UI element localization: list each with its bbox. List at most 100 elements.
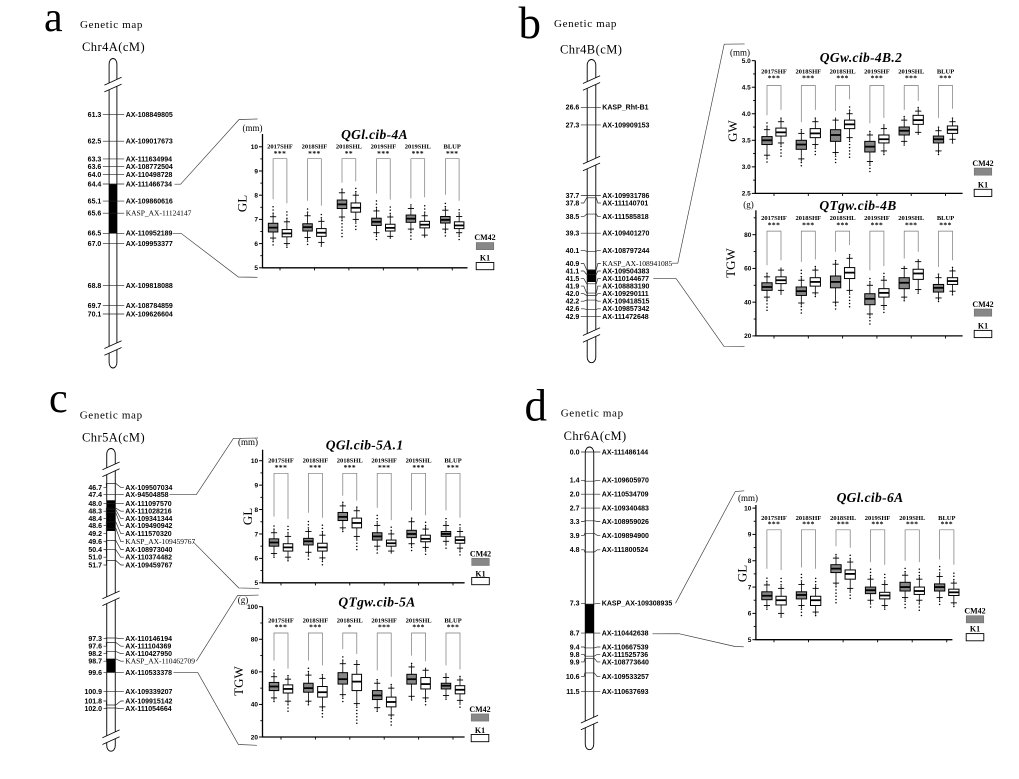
svg-text:2019SHF: 2019SHF [371,618,397,625]
svg-text:AX-110952189: AX-110952189 [126,231,173,238]
svg-text:***: *** [377,149,389,158]
svg-text:8: 8 [254,507,258,514]
svg-text:AX-111486144: AX-111486144 [602,449,648,456]
svg-text:2019SHF: 2019SHF [864,215,890,222]
svg-text:**: ** [345,149,353,158]
svg-text:K1: K1 [970,624,980,633]
svg-text:69.7: 69.7 [88,303,102,310]
svg-text:AX-110427950: AX-110427950 [125,651,172,658]
svg-text:Chr5A(cM): Chr5A(cM) [82,431,145,445]
svg-text:Genetic map: Genetic map [554,18,617,30]
svg-text:QGl.cib-6A: QGl.cib-6A [837,490,904,505]
svg-text:***: *** [802,74,814,83]
svg-text:AX-110498728: AX-110498728 [126,172,173,179]
svg-text:2018SHF: 2018SHF [303,618,329,625]
svg-text:51.0: 51.0 [88,555,102,562]
svg-text:99.6: 99.6 [88,670,102,677]
svg-text:9: 9 [254,168,258,175]
svg-text:101.8: 101.8 [84,698,102,705]
svg-text:7: 7 [748,584,752,591]
svg-text:AX-109339207: AX-109339207 [125,689,172,696]
svg-text:AX-109418515: AX-109418515 [602,299,649,306]
svg-text:AX-109490942: AX-109490942 [125,523,172,530]
svg-text:AX-111472648: AX-111472648 [602,314,648,321]
svg-text:K1: K1 [475,569,485,578]
svg-text:20: 20 [251,734,259,741]
svg-text:***: *** [768,221,780,230]
svg-text:49.6: 49.6 [88,539,102,546]
svg-text:KASP_AX-110462709: KASP_AX-110462709 [125,657,195,666]
svg-text:AX-109953377: AX-109953377 [126,241,173,248]
svg-text:2018SHL: 2018SHL [337,618,364,625]
svg-text:40: 40 [251,702,259,709]
svg-text:41.1: 41.1 [566,268,580,275]
svg-text:AX-111634994: AX-111634994 [126,156,172,163]
svg-text:37.8: 37.8 [566,200,580,207]
svg-text:2018SHF: 2018SHF [795,69,821,76]
svg-text:AX-108772504: AX-108772504 [126,164,173,171]
svg-text:GL: GL [735,565,750,582]
svg-text:AX-111097570: AX-111097570 [125,501,171,508]
svg-text:AX-108959026: AX-108959026 [602,519,649,526]
svg-text:AX-109340483: AX-109340483 [602,506,649,513]
svg-text:AX-111525736: AX-111525736 [602,652,648,659]
svg-text:BLUP: BLUP [444,144,461,151]
svg-text:***: *** [344,463,356,472]
svg-text:K1: K1 [978,180,988,189]
svg-text:AX-110533378: AX-110533378 [125,670,172,677]
svg-text:***: *** [941,520,953,529]
svg-text:AX-109290111: AX-109290111 [602,291,648,298]
svg-text:AX-94504858: AX-94504858 [125,492,168,499]
svg-text:CM42: CM42 [964,607,985,616]
svg-text:***: *** [275,623,287,632]
svg-text:9.4: 9.4 [570,644,580,651]
svg-text:c: c [49,376,68,422]
svg-text:AX-109507034: AX-109507034 [125,485,172,492]
svg-text:K1: K1 [480,253,490,262]
svg-text:***: *** [905,74,917,83]
svg-text:AX-111800524: AX-111800524 [602,547,648,554]
svg-text:2019SHF: 2019SHF [865,515,891,522]
svg-text:7: 7 [254,531,258,538]
svg-text:42.9: 42.9 [566,314,580,321]
svg-text:5: 5 [748,637,752,644]
svg-text:(g): (g) [238,595,249,605]
svg-text:KASP_Rht-B1: KASP_Rht-B1 [602,105,648,112]
svg-text:100.9: 100.9 [84,689,102,696]
svg-text:2018SHL: 2018SHL [337,458,364,465]
svg-text:51.7: 51.7 [88,562,102,569]
svg-text:***: *** [446,149,458,158]
svg-text:GL: GL [235,195,250,212]
svg-text:BLUP: BLUP [937,69,954,76]
svg-text:AX-109909153: AX-109909153 [602,122,649,129]
svg-text:AX-109605970: AX-109605970 [602,478,649,485]
svg-text:***: *** [836,74,848,83]
svg-text:***: *** [939,74,951,83]
svg-text:***: *** [447,463,459,472]
svg-text:65.1: 65.1 [88,199,102,206]
svg-text:AX-111585818: AX-111585818 [602,214,648,221]
svg-text:47.4: 47.4 [88,492,102,499]
svg-text:2018SHL: 2018SHL [336,144,363,151]
svg-text:*: * [348,623,352,632]
svg-text:***: *** [905,221,917,230]
svg-text:Genetic map: Genetic map [80,19,143,31]
svg-text:K1: K1 [475,726,485,735]
svg-text:37.7: 37.7 [566,193,580,200]
svg-text:48.4: 48.4 [88,516,102,523]
svg-text:9.8: 9.8 [570,652,580,659]
svg-text:2019SHL: 2019SHL [898,215,925,222]
svg-text:64.0: 64.0 [88,172,102,179]
svg-text:40.1: 40.1 [566,248,580,255]
svg-text:6: 6 [254,556,258,563]
svg-text:AX-109504383: AX-109504383 [602,268,649,275]
svg-text:***: *** [412,463,424,472]
svg-text:5: 5 [254,580,258,587]
svg-text:48.0: 48.0 [88,501,102,508]
svg-text:AX-109533257: AX-109533257 [602,674,649,681]
svg-text:***: *** [274,149,286,158]
svg-text:KASP_AX-11124147: KASP_AX-11124147 [126,209,192,218]
svg-text:AX-110637693: AX-110637693 [602,689,649,696]
svg-text:AX-108973040: AX-108973040 [125,547,172,554]
svg-text:2017SHF: 2017SHF [761,215,787,222]
